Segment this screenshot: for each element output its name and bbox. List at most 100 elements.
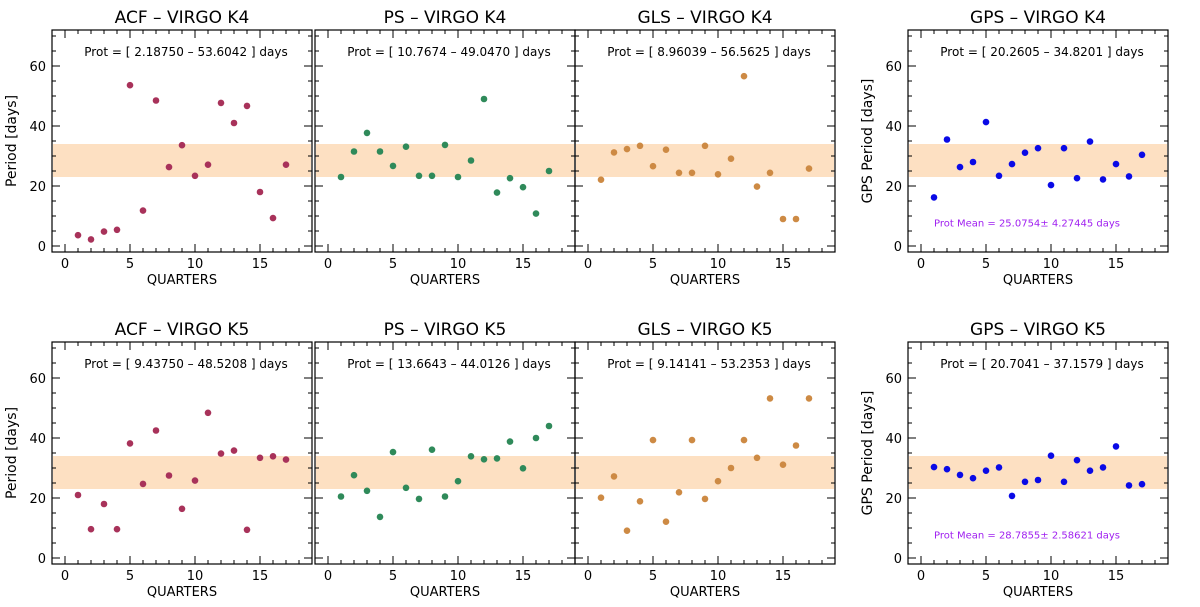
ps-k5-xtick-label: 5 [389,569,397,584]
gls-k4-data-point [649,162,657,170]
ps-k4-xtick-label: 10 [450,257,467,272]
ps-k4-data-point [506,174,514,182]
acf-k5-ytick-label: 0 [38,552,46,567]
ps-k4-xtick-label: 5 [389,257,397,272]
acf-k4-xtick-label: 5 [126,257,134,272]
gps-k4-xtick-label: 15 [1108,257,1125,272]
ps-k5-title: PS – VIRGO K5 [384,320,507,340]
gps-k4-xtick-label: 5 [982,257,990,272]
gls-k5-data-point [766,395,774,402]
gls-k4-xtick-label: 0 [584,257,592,272]
gps-k5-plot-frame [907,341,1169,565]
ps-k5-xtick-label: 0 [324,569,332,584]
gls-k4-data-point [779,215,787,223]
acf-k4-xtick-label: 15 [252,257,269,272]
gls-k5-data-point [714,477,722,485]
gls-k5-data-point [688,436,696,444]
acf-k5-data-point [204,409,212,417]
acf-k5-data-point [152,427,160,434]
acf-k4-xtick-label: 0 [61,257,69,272]
ps-k5-data-point [467,453,475,460]
ps-k4-xtick-label: 15 [515,257,532,272]
gps-k5-ylabel: GPS Period [days] [860,391,876,516]
gls-k4-data-point [662,146,670,153]
gps-k5-prot-mean: Prot Mean = 28.7855± 2.58621 days [934,531,1120,542]
gps-k5-data-point [1008,492,1016,500]
gps-k5-xtick-label: 5 [982,569,990,584]
gls-k5-title: GLS – VIRGO K5 [637,320,772,340]
acf-k4-prot-range: Prot = [ 2.18750 – 53.6042 ] days [84,45,287,59]
acf-k4-data-point [243,102,251,110]
acf-k4-plot-frame [51,29,313,253]
gps-k5-data-point [1099,464,1107,471]
ps-k5-data-point [441,493,449,500]
gps-k4-ytick-label: 20 [885,180,902,195]
ps-k5-data-point [389,448,397,456]
acf-k5-data-point [139,480,147,488]
ps-k4-data-point [480,95,488,103]
acf-k5-data-point [282,456,290,463]
gps-k5-data-point [943,465,951,473]
ps-k5-data-point [376,513,384,521]
acf-k4-data-point [87,236,95,243]
gps-k5-data-point [1125,482,1133,489]
gps-k5-ytick-label: 0 [894,552,902,567]
acf-k4-data-point [256,188,264,196]
ps-k4-data-point [363,129,371,137]
ps-k5-xlabel: QUARTERS [410,585,480,600]
ps-k4-data-point [493,189,501,196]
acf-k4-data-point [178,141,186,149]
gps-k4-xtick-label: 10 [1043,257,1060,272]
gls-k5-data-point [675,489,683,496]
gps-k4-data-point [982,118,990,126]
gls-k4-prot-range: Prot = [ 8.96039 – 56.5625 ] days [607,45,810,59]
gps-k4-data-point [1112,160,1120,168]
ps-k4-data-point [415,172,423,180]
gls-k4-data-point [714,171,722,178]
gls-k4-data-point [701,142,709,150]
gps-k5-data-point [1047,452,1055,460]
gls-k4-data-point [623,145,631,153]
ps-k4-title: PS – VIRGO K4 [384,8,507,28]
gps-k5-data-point [1086,467,1094,475]
gps-k5-ytick-label: 60 [885,372,902,387]
gls-k4-xtick-label: 10 [710,257,727,272]
acf-k5-data-point [74,491,82,499]
ps-k4-data-point [519,183,527,191]
ps-k5-plot-frame [314,341,576,565]
ps-k5-data-point [545,422,553,430]
gps-k4-data-point [1099,176,1107,183]
acf-k5-ytick-label: 20 [29,492,46,507]
acf-k4-ytick-label: 20 [29,180,46,195]
acf-k4-xtick-label: 10 [187,257,204,272]
ps-k4-data-point [337,173,345,181]
gps-k4-data-point [930,194,938,201]
gps-k5-data-point [1060,478,1068,486]
acf-k4-data-point [74,231,82,239]
gps-k4-ytick-label: 60 [885,60,902,75]
acf-k5-xtick-label: 0 [61,569,69,584]
gls-k5-xtick-label: 10 [710,569,727,584]
acf-k4-data-point [217,99,225,107]
gps-k5-data-point [969,474,977,482]
gls-k4-xtick-label: 15 [775,257,792,272]
ps-k5-xtick-label: 15 [515,569,532,584]
gps-k5-xtick-label: 15 [1108,569,1125,584]
acf-k4-data-point [191,172,199,180]
gps-k4-plot-frame [907,29,1169,253]
gls-k5-data-point [662,518,670,525]
gps-k4-data-point [1060,144,1068,152]
gps-k4-data-point [1047,181,1055,189]
ps-k4-data-point [532,210,540,217]
gps-k4-data-point [1138,151,1146,159]
ps-k5-data-point [402,484,410,492]
acf-k5-xlabel: QUARTERS [147,585,217,600]
acf-k5-ylabel: Period [days] [4,407,20,499]
acf-k5-data-point [191,477,199,484]
gps-k4-title: GPS – VIRGO K4 [970,8,1106,28]
gls-k5-data-point [597,494,605,502]
gps-k4-data-point [1125,173,1133,180]
ps-k5-data-point [532,434,540,442]
gls-k4-data-point [740,72,748,80]
